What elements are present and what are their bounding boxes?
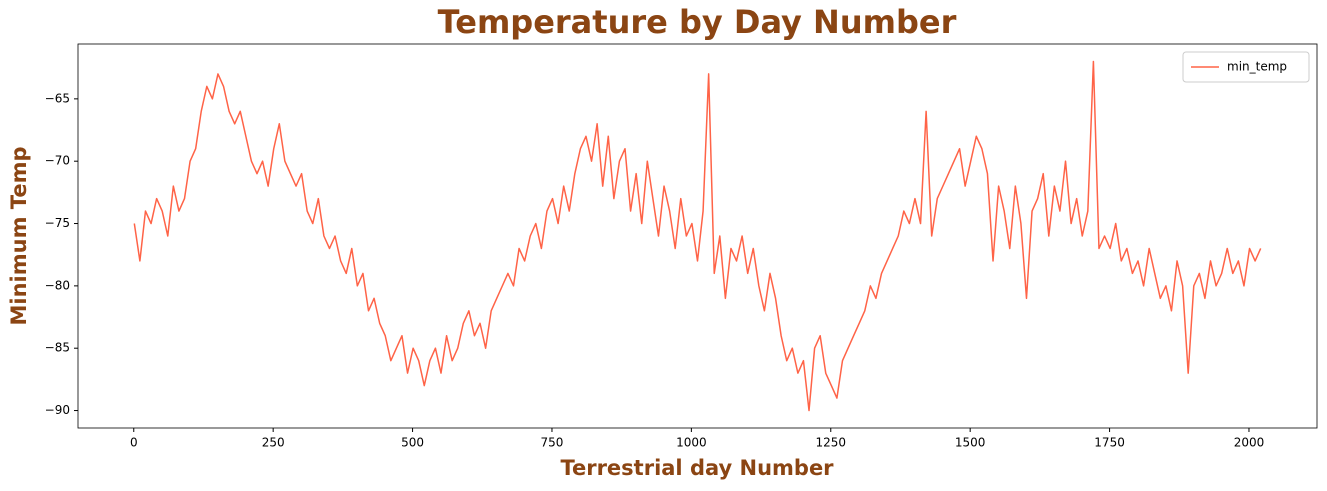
x-tick-label: 750 <box>541 436 564 450</box>
x-tick-label: 500 <box>401 436 424 450</box>
x-tick-label: 250 <box>262 436 285 450</box>
legend: min_temp <box>1182 51 1310 83</box>
legend-box <box>1182 51 1310 83</box>
chart-title: Temperature by Day Number <box>438 3 957 41</box>
plot-frame <box>77 43 1318 429</box>
x-tick-label: 2000 <box>1234 436 1265 450</box>
data-line <box>133 60 1262 412</box>
x-tick-label: 1250 <box>815 436 846 450</box>
y-tick-label: −90 <box>45 403 70 417</box>
x-tick-label: 1500 <box>955 436 986 450</box>
x-tick-label: 1000 <box>676 436 707 450</box>
y-tick-label: −65 <box>45 91 70 105</box>
x-tick-label: 1750 <box>1094 436 1125 450</box>
legend-label: min_temp <box>1227 60 1287 74</box>
y-tick-label: −75 <box>45 216 70 230</box>
y-tick-label: −70 <box>45 154 70 168</box>
y-tick-label: −80 <box>45 278 70 292</box>
x-tick-label: 0 <box>130 436 138 450</box>
y-axis-label: Minimum Temp <box>7 147 31 326</box>
y-tick-label: −85 <box>45 341 70 355</box>
x-axis-label: Terrestrial day Number <box>560 456 834 480</box>
